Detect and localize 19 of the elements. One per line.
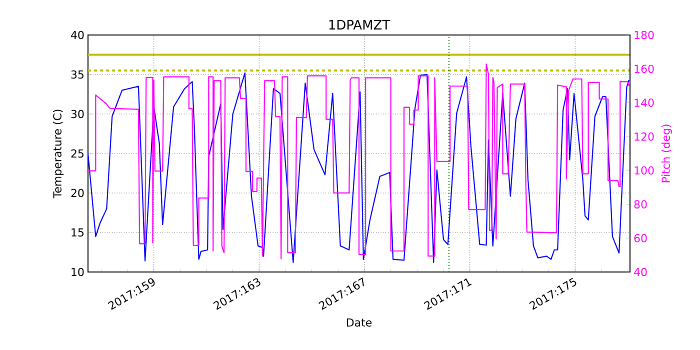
y-tick-label: 35 [71,70,84,79]
y-tick-label: 15 [72,228,84,237]
y2-tick-label: 120 [634,132,654,141]
y-tick-label: 10 [72,268,84,276]
y-tick-label: 30 [71,110,84,118]
y-tick-label: 20 [71,188,84,198]
y2-axis-title: Pitch (deg) [661,124,672,182]
y-tick-label: 25 [71,149,84,158]
x-axis-title: Date [346,318,372,327]
y2-tick-label: 60 [634,234,647,242]
y2-tick-label: 100 [634,166,654,175]
y2-tick-label: 140 [634,98,654,107]
y-axis-title: Temperature (C) [52,110,64,198]
y-tick-label: 40 [71,30,84,40]
y2-tick-label: 40 [634,268,647,276]
chart-title: 1DPAMZT [329,20,390,30]
y2-tick-label: 160 [634,64,654,74]
y2-tick-label: 180 [634,30,654,40]
y2-tick-label: 80 [634,200,647,208]
